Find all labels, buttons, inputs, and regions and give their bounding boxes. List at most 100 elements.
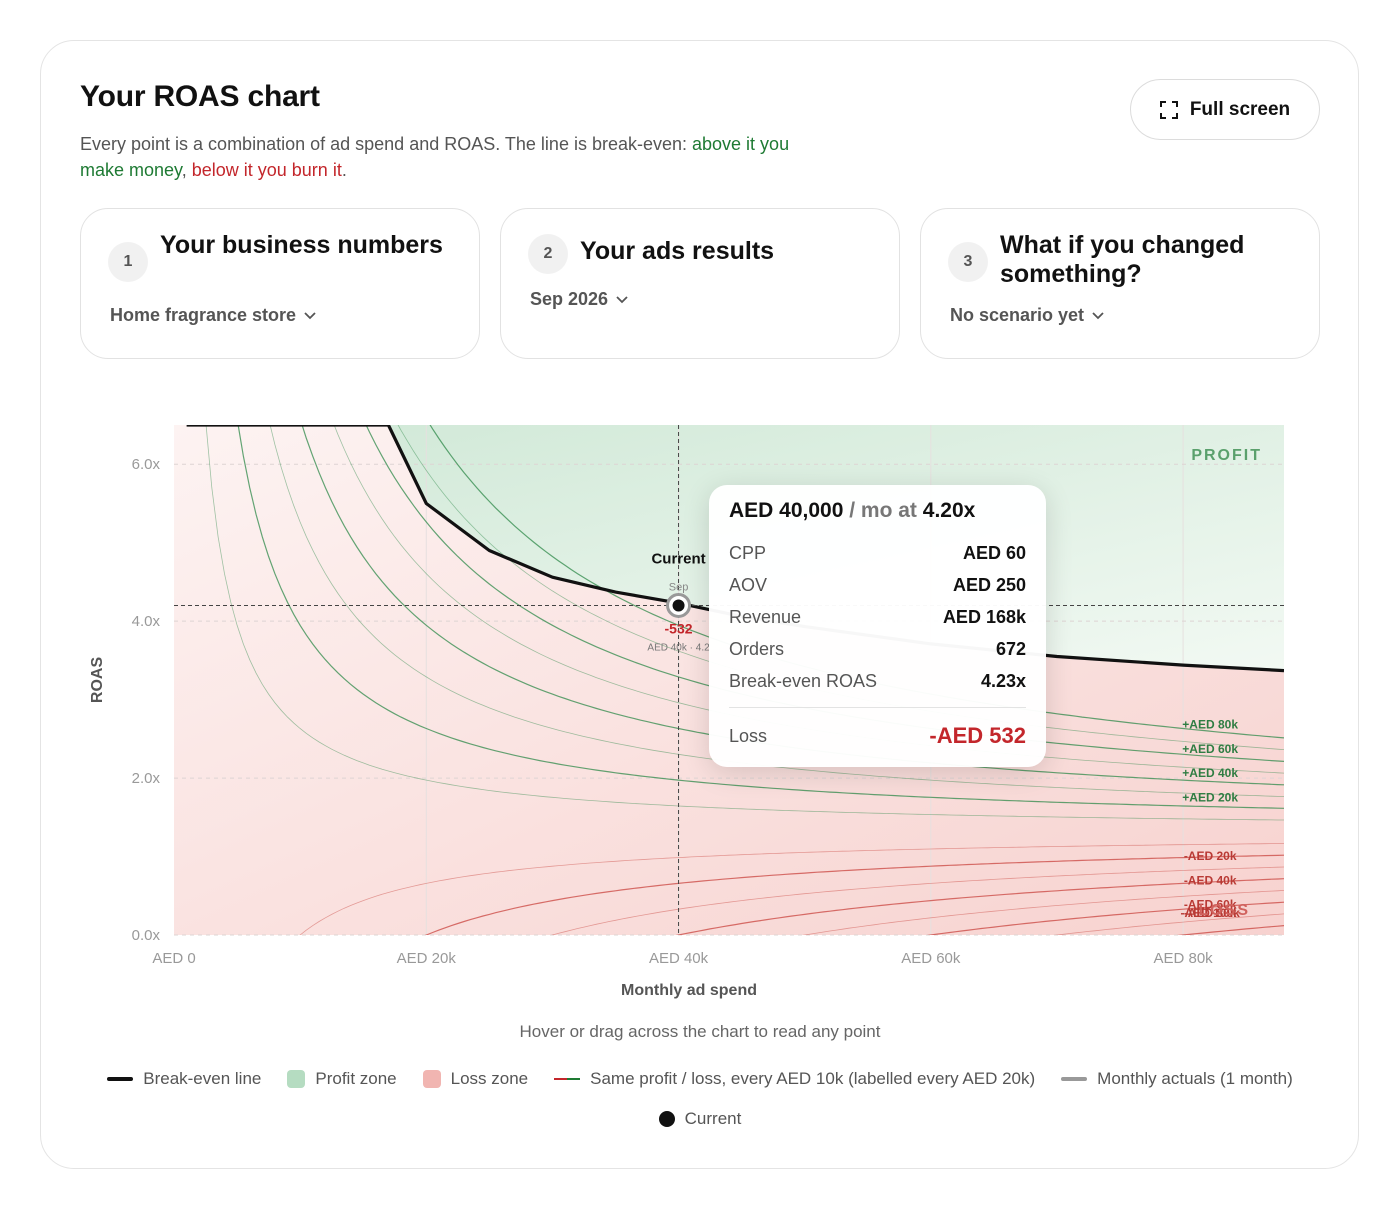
loss-contour	[1053, 913, 1284, 935]
x-tick-label: AED 20k	[397, 950, 457, 967]
legend-label: Same profit / loss, every AED 10k (label…	[590, 1069, 1036, 1088]
current-point-profit: -532	[665, 620, 693, 636]
tooltip-row-loss: Loss -AED 532	[729, 720, 1026, 752]
tooltip-divider	[729, 707, 1026, 708]
description-above: above it you make money	[80, 134, 790, 180]
loss-contour-label: -AED 100k	[1180, 906, 1240, 920]
description-below: below it you burn it	[191, 160, 342, 180]
step-number: 2	[528, 234, 568, 274]
profit-contour-label: +AED 40k	[1182, 766, 1238, 780]
y-tick-label: 0.0x	[132, 927, 161, 944]
legend-breakeven: Break-even line	[107, 1069, 261, 1089]
description-lead: Every point is a combination of ad spend…	[80, 134, 693, 154]
tooltip-label: Break-even ROAS	[729, 671, 878, 691]
tooltip-label: Loss	[729, 726, 768, 746]
loss-contour	[802, 890, 1284, 935]
tooltip-label: CPP	[729, 543, 767, 563]
legend-label: Profit zone	[315, 1069, 397, 1088]
chart-tooltip: AED 40,000 / mo at 4.20x CPP AED 60 AOV AE…	[709, 485, 1046, 767]
legend-label: Break-even line	[143, 1069, 262, 1088]
legend-swatch	[554, 1078, 581, 1080]
x-tick-label: AED 60k	[901, 950, 961, 967]
legend-swatch	[422, 1070, 441, 1088]
profit-contour	[237, 425, 1284, 809]
profit-contour-label: +AED 20k	[1182, 790, 1238, 804]
y-tick-label: 2.0x	[132, 770, 161, 787]
fullscreen-icon	[1159, 100, 1178, 119]
tooltip-loss-value: -AED 532	[929, 723, 1026, 748]
loss-contour	[1164, 937, 1284, 950]
step-business-numbers[interactable]: 1 Your business numbers Home fragrance s…	[80, 208, 480, 359]
loss-contour	[550, 866, 1284, 935]
description-sep: ,	[181, 160, 192, 180]
profit-zone-label: PROFIT	[1191, 447, 1262, 464]
tooltip-label: Revenue	[729, 607, 802, 627]
month-select-value: Sep 2026	[530, 289, 609, 309]
tooltip-header: AED 40,000 / mo at 4.20x	[729, 499, 1026, 529]
legend-profit-zone: Profit zone	[287, 1069, 397, 1089]
scenario-select-value: No scenario yet	[950, 305, 1085, 325]
tooltip-row-aov: AOV AED 250	[729, 569, 1026, 601]
scenario-select[interactable]: No scenario yet	[950, 305, 1104, 326]
chart-description: Every point is a combination of ad spend…	[80, 131, 820, 183]
loss-contour	[299, 843, 1284, 935]
business-select-value: Home fragrance store	[110, 305, 297, 325]
tooltip-value: AED 250	[952, 575, 1026, 595]
step-title: What if you changed something?	[1000, 231, 1245, 288]
chart-hint: Hover or drag across the chart to read a…	[519, 1022, 881, 1041]
legend-current: Current	[658, 1109, 742, 1129]
loss-contour-label: -AED 40k	[1184, 873, 1237, 887]
legend-swatch	[107, 1077, 134, 1081]
x-tick-label: AED 0	[152, 950, 195, 967]
fullscreen-label: Full screen	[1189, 98, 1291, 120]
fullscreen-button[interactable]: Full screen	[1130, 79, 1320, 140]
current-point-month: Sep	[669, 581, 689, 593]
loss-contour-label: -AED 80k	[1184, 906, 1237, 920]
step-number: 3	[948, 242, 988, 282]
loss-contour-label: -AED 20k	[1184, 849, 1237, 863]
legend-label: Monthly actuals (1 month)	[1097, 1069, 1293, 1088]
tooltip-value: AED 168k	[942, 607, 1026, 627]
loss-contour	[1271, 949, 1284, 950]
tooltip-value: AED 60	[962, 543, 1026, 563]
legend-contours: Same profit / loss, every AED 10k (label…	[554, 1069, 1035, 1089]
chevron-down-icon	[1092, 311, 1104, 319]
tooltip-label: Orders	[729, 639, 785, 659]
loss-contour	[675, 878, 1284, 935]
legend-label: Current	[684, 1109, 742, 1128]
current-point	[672, 599, 685, 612]
description-end: .	[341, 160, 347, 180]
step-ads-results[interactable]: 2 Your ads results Sep 2026	[500, 208, 900, 359]
legend-label: Loss zone	[450, 1069, 529, 1088]
loss-contour	[926, 901, 1284, 935]
step-title: Your business numbers	[160, 231, 443, 259]
roas-chart[interactable]: AED 0 AED 20k AED 40k AED 60k AED 80k 0.0x 2.0…	[80, 395, 1320, 1015]
tooltip-value: 4.23x	[980, 671, 1026, 691]
tooltip-per: / mo at	[843, 499, 923, 522]
step-scenario[interactable]: 3 What if you changed something? No scen…	[920, 208, 1320, 359]
legend-loss-zone: Loss zone	[422, 1069, 529, 1089]
legend-actuals: Monthly actuals (1 month)	[1061, 1069, 1293, 1089]
y-tick-label: 6.0x	[132, 456, 161, 473]
chart-legend: Break-even line Profit zone Loss zone Sa…	[80, 1066, 1320, 1132]
profit-contour-label: +AED 60k	[1182, 742, 1238, 756]
step-title: Your ads results	[580, 237, 775, 265]
loss-contour-label: -AED 60k	[1184, 898, 1237, 912]
chevron-down-icon	[616, 295, 628, 303]
roas-chart-svg[interactable]: AED 0 AED 20k AED 40k AED 60k AED 80k 0.0x 2.0…	[80, 395, 1320, 1015]
legend-swatch	[1061, 1077, 1088, 1081]
loss-zone-label: LOSS	[1198, 902, 1250, 919]
loss-contour	[1176, 925, 1284, 935]
tooltip-value: 672	[995, 639, 1026, 659]
x-tick-label: AED 40k	[649, 950, 709, 967]
tooltip-row-orders: Orders 672	[729, 633, 1026, 665]
current-point-caption: AED 40k · 4.2	[647, 642, 710, 653]
legend-swatch	[287, 1070, 306, 1088]
business-select[interactable]: Home fragrance store	[110, 305, 316, 326]
profit-contour-label: +AED 80k	[1182, 718, 1238, 732]
page-title: Your ROAS chart	[80, 80, 320, 113]
tooltip-row-breakeven: Break-even ROAS 4.23x	[729, 665, 1026, 697]
month-select[interactable]: Sep 2026	[530, 289, 628, 310]
x-tick-label: AED 80k	[1153, 950, 1213, 967]
chevron-down-icon	[304, 311, 316, 319]
